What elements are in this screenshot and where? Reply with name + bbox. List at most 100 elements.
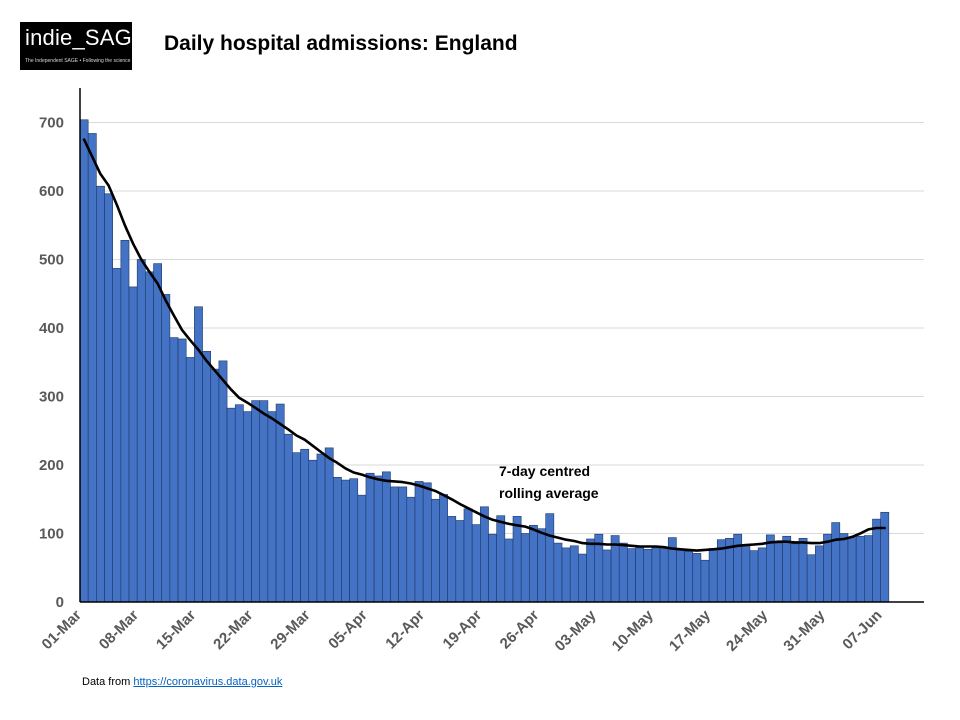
bar [864, 535, 873, 603]
bar [161, 294, 171, 603]
bar [218, 360, 228, 603]
x-tick-label: 29-Mar [267, 607, 313, 653]
bar [267, 411, 277, 603]
bar [365, 472, 375, 603]
bar [806, 554, 816, 603]
x-tick-label: 07-Jun [839, 607, 885, 653]
x-tick-label: 26-Apr [497, 607, 543, 653]
bar [87, 133, 97, 603]
logo-tagline: The Independent SAGE • Following the sci… [25, 58, 131, 64]
bar [635, 547, 645, 603]
bar [300, 448, 310, 603]
bar [202, 350, 212, 603]
bar [774, 542, 783, 603]
bar [823, 533, 832, 603]
bar [145, 271, 154, 603]
bar [234, 404, 244, 603]
bar [545, 513, 555, 603]
rolling-average-line [82, 138, 887, 552]
x-tick-label: 08-Mar [96, 607, 142, 653]
bar [684, 551, 694, 603]
bar [855, 535, 865, 603]
bar [283, 433, 293, 603]
bar [275, 403, 285, 603]
logo-text: indie_SAGE [25, 25, 147, 50]
source-link[interactable]: https://coronavirus.data.gov.uk [133, 676, 283, 688]
bar [602, 549, 612, 603]
bar [741, 544, 751, 603]
bar [316, 453, 326, 603]
y-tick-label: 600 [39, 183, 64, 200]
bar [790, 543, 800, 603]
bar [765, 534, 775, 603]
bar [112, 268, 122, 603]
x-tick-label: 15-Mar [153, 607, 199, 653]
bar [627, 548, 636, 603]
y-tick-label: 100 [39, 526, 64, 543]
bar [480, 506, 489, 603]
bar [537, 528, 546, 603]
bar [643, 548, 653, 603]
rolling-average-annotation-line1: 7-day centred [499, 463, 590, 479]
bar [847, 537, 857, 603]
bar [79, 119, 89, 603]
bar [692, 553, 702, 603]
bar [529, 524, 538, 603]
x-tick-label: 05-Apr [325, 607, 371, 653]
bar [496, 515, 506, 603]
bar [447, 516, 457, 603]
bar [757, 547, 767, 603]
bar [512, 516, 522, 603]
rolling-average-annotation-line2: rolling average [499, 485, 599, 501]
bar [504, 538, 514, 603]
bar [243, 411, 252, 603]
x-tick-label: 10-May [609, 606, 657, 654]
bar [153, 263, 162, 603]
bar [455, 520, 465, 603]
bar [431, 498, 440, 603]
bar [341, 479, 350, 603]
y-tick-label: 700 [39, 115, 64, 132]
bar [578, 553, 587, 603]
y-tick-label: 200 [39, 457, 64, 474]
bar [839, 533, 849, 603]
source-prefix: Data from [82, 676, 134, 688]
bar [880, 511, 890, 603]
bar [651, 547, 661, 603]
y-tick-label: 0 [56, 594, 64, 611]
bar [520, 533, 530, 603]
bar [177, 338, 187, 603]
x-tick-label: 01-Mar [39, 607, 85, 653]
bar [798, 537, 808, 603]
bar [749, 550, 759, 603]
bar [292, 452, 301, 603]
bar [332, 477, 342, 603]
bar [553, 542, 563, 603]
bar [226, 407, 236, 603]
bar [561, 547, 571, 603]
bar [422, 482, 432, 603]
bar [814, 545, 824, 603]
bar [782, 535, 792, 603]
bar [373, 475, 383, 603]
bar [349, 478, 359, 603]
x-tick-label: 31-May [780, 606, 828, 654]
bar [324, 447, 334, 603]
x-tick-label: 22-Mar [210, 607, 256, 653]
bar [831, 522, 841, 603]
bar [471, 524, 481, 603]
y-tick-label: 500 [39, 252, 64, 269]
x-tick-label: 03-May [552, 606, 600, 654]
bar [104, 193, 113, 603]
bar [872, 518, 881, 603]
bar [185, 357, 195, 603]
bar [251, 400, 261, 603]
y-tick-label: 400 [39, 320, 64, 337]
bar [259, 400, 269, 603]
chart-title: Daily hospital admissions: England [164, 32, 518, 55]
bar [586, 538, 596, 603]
data-source-note: Data from https://coronavirus.data.gov.u… [82, 676, 282, 688]
bar [463, 508, 473, 603]
indie-sage-logo: indie_SAGE The Independent SAGE • Follow… [20, 22, 147, 70]
